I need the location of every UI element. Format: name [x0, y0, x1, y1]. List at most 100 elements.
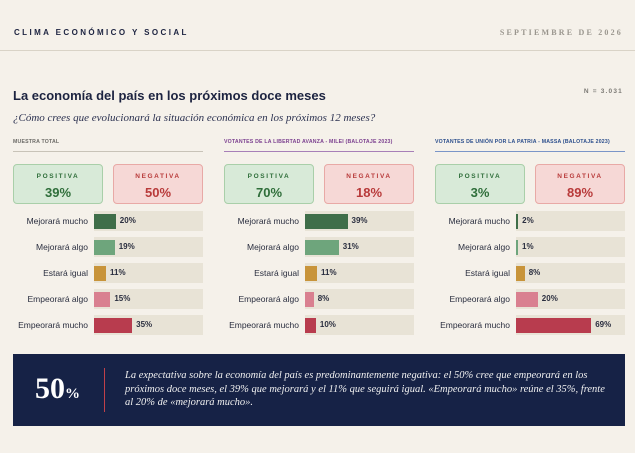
question-text: ¿Cómo crees que evolucionará la situació… [13, 112, 376, 124]
summary-text: La expectativa sobre la economía del paí… [125, 370, 605, 408]
bar [94, 213, 116, 229]
category-label: Mejorará mucho [26, 216, 88, 226]
bar-value-label: 19% [118, 242, 135, 251]
category-label: Estará igual [254, 268, 299, 278]
chart-panel-2: VOTANTES DE LA LIBERTAD AVANZA - MILEI (… [224, 138, 414, 335]
negative-box-value: 18% [355, 185, 383, 200]
bar-value-label: 31% [342, 242, 359, 251]
bar [305, 239, 339, 255]
bar-row: Empeorará algo 20% [435, 289, 625, 309]
bar-value-label: 11% [320, 268, 337, 277]
panel-heading: VOTANTES DE UNIÓN POR LA PATRIA - MASSA … [435, 138, 625, 152]
summary-callout: 50% La expectativa sobre la economía del… [13, 354, 625, 426]
bar [516, 291, 538, 307]
bar-value-label: 8% [317, 294, 330, 303]
category-label: Mejorará algo [458, 242, 510, 252]
bar-track [516, 289, 625, 309]
negative-box-label: NEGATIVA [557, 173, 603, 180]
category-label: Empeorará algo [27, 294, 88, 304]
bar-value-label: 11% [109, 268, 126, 277]
category-label: Mejorará mucho [448, 216, 510, 226]
panel-heading: MUESTRA TOTAL [13, 138, 203, 152]
bar-row: Empeorará mucho 10% [224, 315, 414, 335]
bar-track [305, 289, 414, 309]
bar [305, 317, 316, 333]
bar-value-label: 2% [522, 216, 534, 225]
negative-box-label: NEGATIVA [346, 173, 392, 180]
bar [305, 213, 348, 229]
positive-box: POSITIVA 3% [435, 164, 525, 204]
positive-box-value: 39% [44, 185, 72, 200]
bar-row: Estará igual 11% [13, 263, 203, 283]
bar [516, 239, 518, 255]
negative-box-label: NEGATIVA [135, 173, 181, 180]
bar-row: Mejorará algo 31% [224, 237, 414, 257]
report-date: SEPTIEMBRE DE 2026 [499, 28, 623, 37]
bar-row: Mejorará mucho 39% [224, 211, 414, 231]
bar-track [516, 263, 625, 283]
bar-track [94, 263, 203, 283]
bar [94, 265, 106, 281]
bar-value-label: 15% [114, 294, 131, 303]
bar-row: Estará igual 11% [224, 263, 414, 283]
bar [516, 265, 525, 281]
positive-box-value: 3% [470, 185, 490, 200]
bar-row: Empeorará mucho 69% [435, 315, 625, 335]
positive-box-label: POSITIVA [458, 173, 502, 180]
bar-track [94, 211, 203, 231]
bar-row: Empeorará mucho 35% [13, 315, 203, 335]
bar-row: Mejorará algo 19% [13, 237, 203, 257]
sample-size: N = 3.031 [583, 88, 623, 95]
bar-row: Estará igual 8% [435, 263, 625, 283]
bar-row: Mejorará mucho 2% [435, 211, 625, 231]
bar-row: Empeorará algo 15% [13, 289, 203, 309]
bar [94, 291, 111, 307]
negative-box: NEGATIVA 50% [113, 164, 203, 204]
negative-box-value: 89% [566, 185, 594, 200]
page-title: La economía del país en los próximos doc… [13, 88, 326, 103]
bar [305, 265, 317, 281]
category-label: Mejorará algo [36, 242, 88, 252]
bar-track [516, 211, 625, 231]
summary-divider [104, 368, 105, 412]
chart-panel-1: MUESTRA TOTAL POSITIVA 39% NEGATIVA 50% Mejor… [13, 138, 203, 335]
bar-value-label: 39% [351, 216, 368, 225]
bar-value-label: 10% [319, 320, 336, 329]
summary-big-unit: % [65, 386, 80, 402]
bar [305, 291, 314, 307]
bar-track [94, 289, 203, 309]
page-header: CLIMA ECONÓMICO Y SOCIAL SEPTIEMBRE DE 2… [0, 0, 635, 51]
positive-box-value: 70% [255, 185, 283, 200]
bar-row: Empeorará algo 8% [224, 289, 414, 309]
bar-track [516, 237, 625, 257]
negative-box: NEGATIVA 18% [324, 164, 414, 204]
bar [94, 239, 115, 255]
negative-box-value: 50% [144, 185, 172, 200]
panel-heading: VOTANTES DE LA LIBERTAD AVANZA - MILEI (… [224, 138, 414, 152]
bar-track [305, 263, 414, 283]
category-label: Mejorará mucho [237, 216, 299, 226]
bar-track [305, 315, 414, 335]
category-label: Estará igual [465, 268, 510, 278]
summary-big-value: 50 [35, 372, 65, 405]
bar-row: Mejorará mucho 20% [13, 211, 203, 231]
bar-row: Mejorará algo 1% [435, 237, 625, 257]
chart-panel-3: VOTANTES DE UNIÓN POR LA PATRIA - MASSA … [435, 138, 625, 335]
category-label: Mejorará algo [247, 242, 299, 252]
bar-value-label: 1% [522, 242, 534, 251]
category-label: Empeorará mucho [18, 320, 88, 330]
category-label: Empeorará algo [238, 294, 299, 304]
bar [94, 317, 133, 333]
bar-value-label: 8% [528, 268, 541, 277]
brand-title: CLIMA ECONÓMICO Y SOCIAL [14, 28, 189, 37]
positive-box-label: POSITIVA [36, 173, 80, 180]
category-label: Empeorará algo [449, 294, 510, 304]
bar-value-label: 20% [541, 294, 558, 303]
positive-box: POSITIVA 39% [13, 164, 103, 204]
negative-box: NEGATIVA 89% [535, 164, 625, 204]
bar [516, 213, 519, 229]
bar-value-label: 69% [595, 320, 612, 329]
category-label: Empeorará mucho [229, 320, 299, 330]
category-label: Estará igual [43, 268, 88, 278]
summary-big-number: 50% [35, 372, 80, 406]
